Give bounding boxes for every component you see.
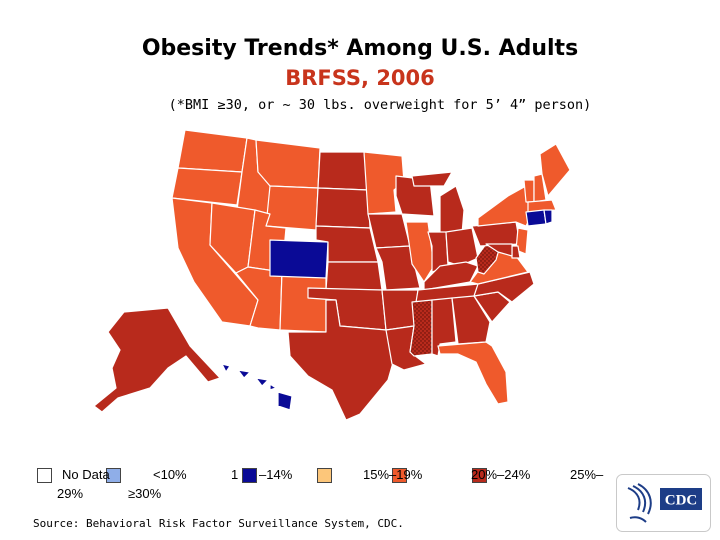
state-nc [473, 271, 535, 303]
state-fl [437, 341, 509, 405]
legend-swatch-10-14 [242, 468, 257, 483]
legend-label-20-24: 20%–24% [471, 467, 531, 482]
state-ct [525, 209, 547, 227]
state-wy [265, 185, 319, 231]
state-ks [325, 261, 383, 291]
state-hi [221, 363, 293, 411]
legend-label-no-data: No Data [62, 467, 110, 482]
state-mi [411, 171, 465, 235]
state-mo [375, 245, 421, 291]
cdc-logo-text: CDC [665, 493, 698, 509]
state-il [405, 221, 435, 283]
state-or [171, 167, 243, 206]
legend-swatch-25-29 [472, 468, 487, 483]
legend-swatch-no-data [37, 468, 52, 483]
cdc-logo: CDC [616, 474, 711, 532]
state-oh [445, 227, 479, 267]
state-tx [287, 299, 397, 421]
state-nj [515, 227, 529, 255]
state-me [539, 143, 571, 197]
state-nd [317, 151, 369, 191]
legend-label-25-29-end: 29% [57, 486, 84, 501]
state-mt [255, 139, 321, 189]
state-nm [279, 271, 327, 333]
map-title: Obesity Trends* Among U.S. Adults [141, 36, 579, 61]
legend-swatch-lt10 [106, 468, 121, 483]
state-md [485, 243, 513, 257]
state-de [511, 245, 521, 259]
map-subtitle: BRFSS, 2006 [285, 66, 435, 90]
legend-label-10-14-prefix: 1 [231, 467, 239, 482]
state-sd [315, 187, 371, 229]
state-ak [93, 307, 221, 413]
state-vt [523, 179, 535, 203]
state-ia [367, 213, 411, 249]
bmi-note: (*BMI ≥30, or ~ 30 lbs. overweight for 5… [168, 97, 592, 113]
hhs-eagle-icon [627, 483, 652, 523]
state-co [269, 239, 329, 279]
source-citation: Source: Behavioral Risk Factor Surveilla… [33, 517, 404, 530]
legend-swatch-15-19 [317, 468, 332, 483]
legend-swatch-20-24 [392, 468, 407, 483]
cdc-box-icon [660, 488, 702, 510]
state-ma [527, 199, 557, 213]
state-ri [543, 209, 553, 225]
legend-label-10-14: –14% [259, 467, 293, 482]
legend-label-25-29-start: 25%– [570, 467, 604, 482]
state-ms [409, 299, 433, 357]
legend-label-15-19: 15%–19% [363, 467, 423, 482]
us-obesity-map [93, 129, 571, 421]
state-ga [451, 295, 491, 345]
state-ny [477, 185, 533, 227]
legend-label-ge30: ≥30% [128, 486, 162, 501]
state-wa [177, 129, 248, 173]
legend-label-lt10: <10% [153, 467, 187, 482]
